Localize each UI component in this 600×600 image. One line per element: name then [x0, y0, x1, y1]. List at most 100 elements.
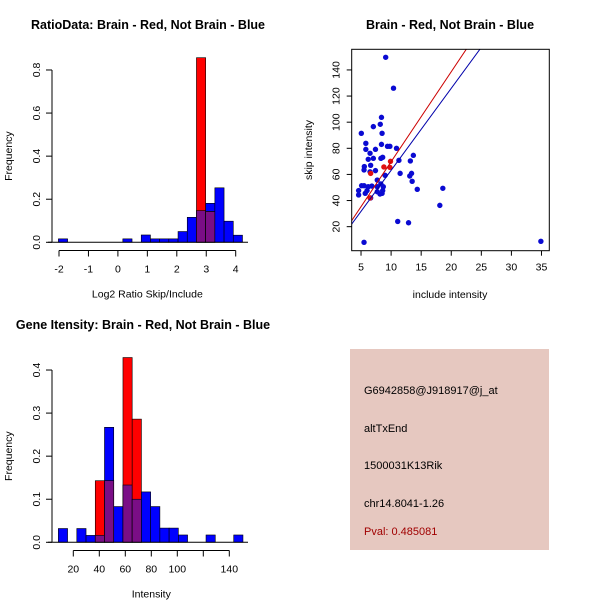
scatter-point-not-brain: [361, 167, 367, 173]
scatter-point-not-brain: [379, 130, 385, 136]
scatter-point-not-brain: [361, 182, 367, 189]
scatter-point-not-brain: [437, 202, 443, 209]
scatter-x-tick-label: 25: [475, 262, 487, 274]
ratio-hist-bar-overlap: [205, 211, 216, 243]
ratio-hist-y-tick-label: 0.4: [31, 149, 43, 164]
info-panel: G6942858@J918917@j_at altTxEnd 1500031K1…: [350, 349, 549, 550]
scatter-point-not-brain: [395, 218, 401, 225]
scatter-point-not-brain: [390, 85, 397, 91]
fit-line-brain: [351, 49, 467, 221]
scatter-point-not-brain: [363, 146, 369, 153]
scatter-point-not-brain: [378, 141, 385, 148]
intensity-hist-y-tick-label: 0.1: [31, 492, 43, 507]
ratio-hist-bar-overlap: [196, 210, 206, 243]
scatter-x-label: include intensity: [413, 289, 488, 301]
intensity-hist-bar-blue: [178, 534, 188, 543]
scatter-point-brain: [367, 170, 374, 177]
intensity-hist-bar-overlap: [104, 480, 115, 543]
scatter-y-tick-label: 40: [331, 195, 343, 207]
scatter-point-not-brain: [372, 146, 379, 153]
intensity-hist-bar-overlap: [122, 484, 133, 543]
intensity-hist-bar-blue: [150, 506, 161, 543]
ratio-hist-y-tick-label: 0.2: [31, 192, 43, 207]
scatter-point-not-brain: [379, 190, 385, 197]
intensity-hist-x-tick-label: 80: [145, 564, 157, 576]
event-type: altTxEnd: [364, 423, 408, 435]
scatter-y-tick-label: 20: [331, 221, 343, 233]
scatter-point-not-brain: [414, 186, 420, 193]
intensity-hist-y-tick-label: 0.2: [31, 449, 43, 464]
scatter-point-brain: [381, 164, 387, 170]
intensity-hist-y-tick-label: 0.0: [31, 535, 43, 550]
ratio-hist-y-tick-label: 0.0: [31, 235, 43, 250]
ratio-hist-bar-blue: [140, 234, 151, 243]
scatter-point-not-brain: [407, 158, 414, 164]
scatter-box: [351, 48, 550, 252]
scatter-point-not-brain: [378, 114, 385, 121]
scatter-point-not-brain: [440, 185, 446, 191]
scatter-point-not-brain: [370, 123, 377, 130]
ratio-hist-x-tick-label: -1: [84, 264, 93, 276]
scatter-point-not-brain: [397, 170, 403, 177]
intensity-hist-bar-blue: [168, 527, 179, 543]
scatter-point-not-brain: [382, 54, 389, 60]
intensity-hist-x-tick-label: 60: [119, 564, 131, 576]
scatter-point-not-brain: [355, 192, 362, 198]
intensity-hist-bar-overlap: [131, 498, 142, 543]
scatter-point-not-brain: [358, 130, 365, 136]
pval: Pval: 0.485081: [364, 526, 438, 538]
scatter-point-not-brain: [370, 155, 377, 162]
scatter-x-tick-label: 10: [385, 262, 397, 274]
intensity-hist-bar-blue: [141, 491, 151, 543]
ratio-hist-x-tick-label: 3: [203, 264, 209, 276]
scatter-point-not-brain: [355, 187, 362, 194]
scatter-x-tick-label: 5: [358, 262, 364, 274]
ratio-hist-title: RatioData: Brain - Red, Not Brain - Blue: [31, 18, 265, 32]
ratio-hist-bar-blue: [122, 238, 133, 243]
ratio-hist-y-tick-label: 0.6: [31, 106, 43, 121]
ratio-hist-bar-blue: [177, 231, 188, 243]
ratio-hist-bar-blue: [223, 220, 234, 243]
intensity-hist-bar-overlap: [94, 535, 105, 543]
scatter-y-tick-label: 60: [331, 168, 343, 180]
scatter-point-not-brain: [363, 140, 369, 147]
scatter-point-not-brain: [367, 162, 374, 168]
scatter-y-label: skip intensity: [303, 119, 315, 180]
intensity-hist-y-tick-label: 0.4: [31, 363, 43, 378]
scatter-point-not-brain: [365, 156, 371, 162]
ratio-hist-x-tick-label: -2: [54, 264, 63, 276]
intensity-hist-x-tick-label: 100: [169, 564, 187, 576]
intensity-hist-bar-blue: [85, 535, 96, 543]
scatter-point-not-brain: [367, 150, 373, 156]
scatter-point-not-brain: [407, 173, 413, 179]
scatter-x-tick-label: 35: [536, 262, 548, 274]
scatter-point-not-brain: [538, 238, 544, 244]
scatter-point-not-brain: [361, 239, 367, 246]
ratio-hist-bar-blue: [159, 238, 170, 243]
scatter-point-not-brain: [372, 167, 379, 174]
intensity-hist-bar-red: [94, 480, 105, 543]
fit-line-not-brain: [351, 49, 481, 225]
ratio-hist-x-label: Log2 Ratio Skip/Include: [92, 289, 203, 301]
scatter-point-not-brain: [387, 143, 393, 150]
scatter-point-not-brain: [379, 154, 386, 161]
intensity-hist-x-tick-label: 20: [67, 564, 79, 576]
probe-id: G6942858@J918917@j_at: [364, 385, 498, 397]
ratio-hist-bar-blue: [150, 238, 160, 243]
intensity-hist-y-tick-label: 0.3: [31, 406, 43, 421]
scatter-y-tick-label: 80: [331, 142, 343, 154]
ratio-hist-x-tick-label: 2: [174, 264, 180, 276]
scatter-point-not-brain: [362, 190, 368, 197]
intensity-hist-bar-blue: [58, 528, 68, 543]
scatter-y-tick-label: 100: [331, 113, 343, 131]
intensity-hist-bar-blue: [76, 528, 87, 543]
intensity-hist-y-label: Frequency: [3, 431, 15, 481]
scatter-point-not-brain: [405, 220, 412, 226]
ratio-hist-bar-blue: [168, 238, 179, 243]
ratio-hist-bar-blue: [232, 234, 243, 243]
ratio-hist-bar-blue: [186, 217, 197, 243]
scatter-point-not-brain: [409, 178, 415, 185]
intensity-hist-x-label: Intensity: [132, 589, 172, 600]
